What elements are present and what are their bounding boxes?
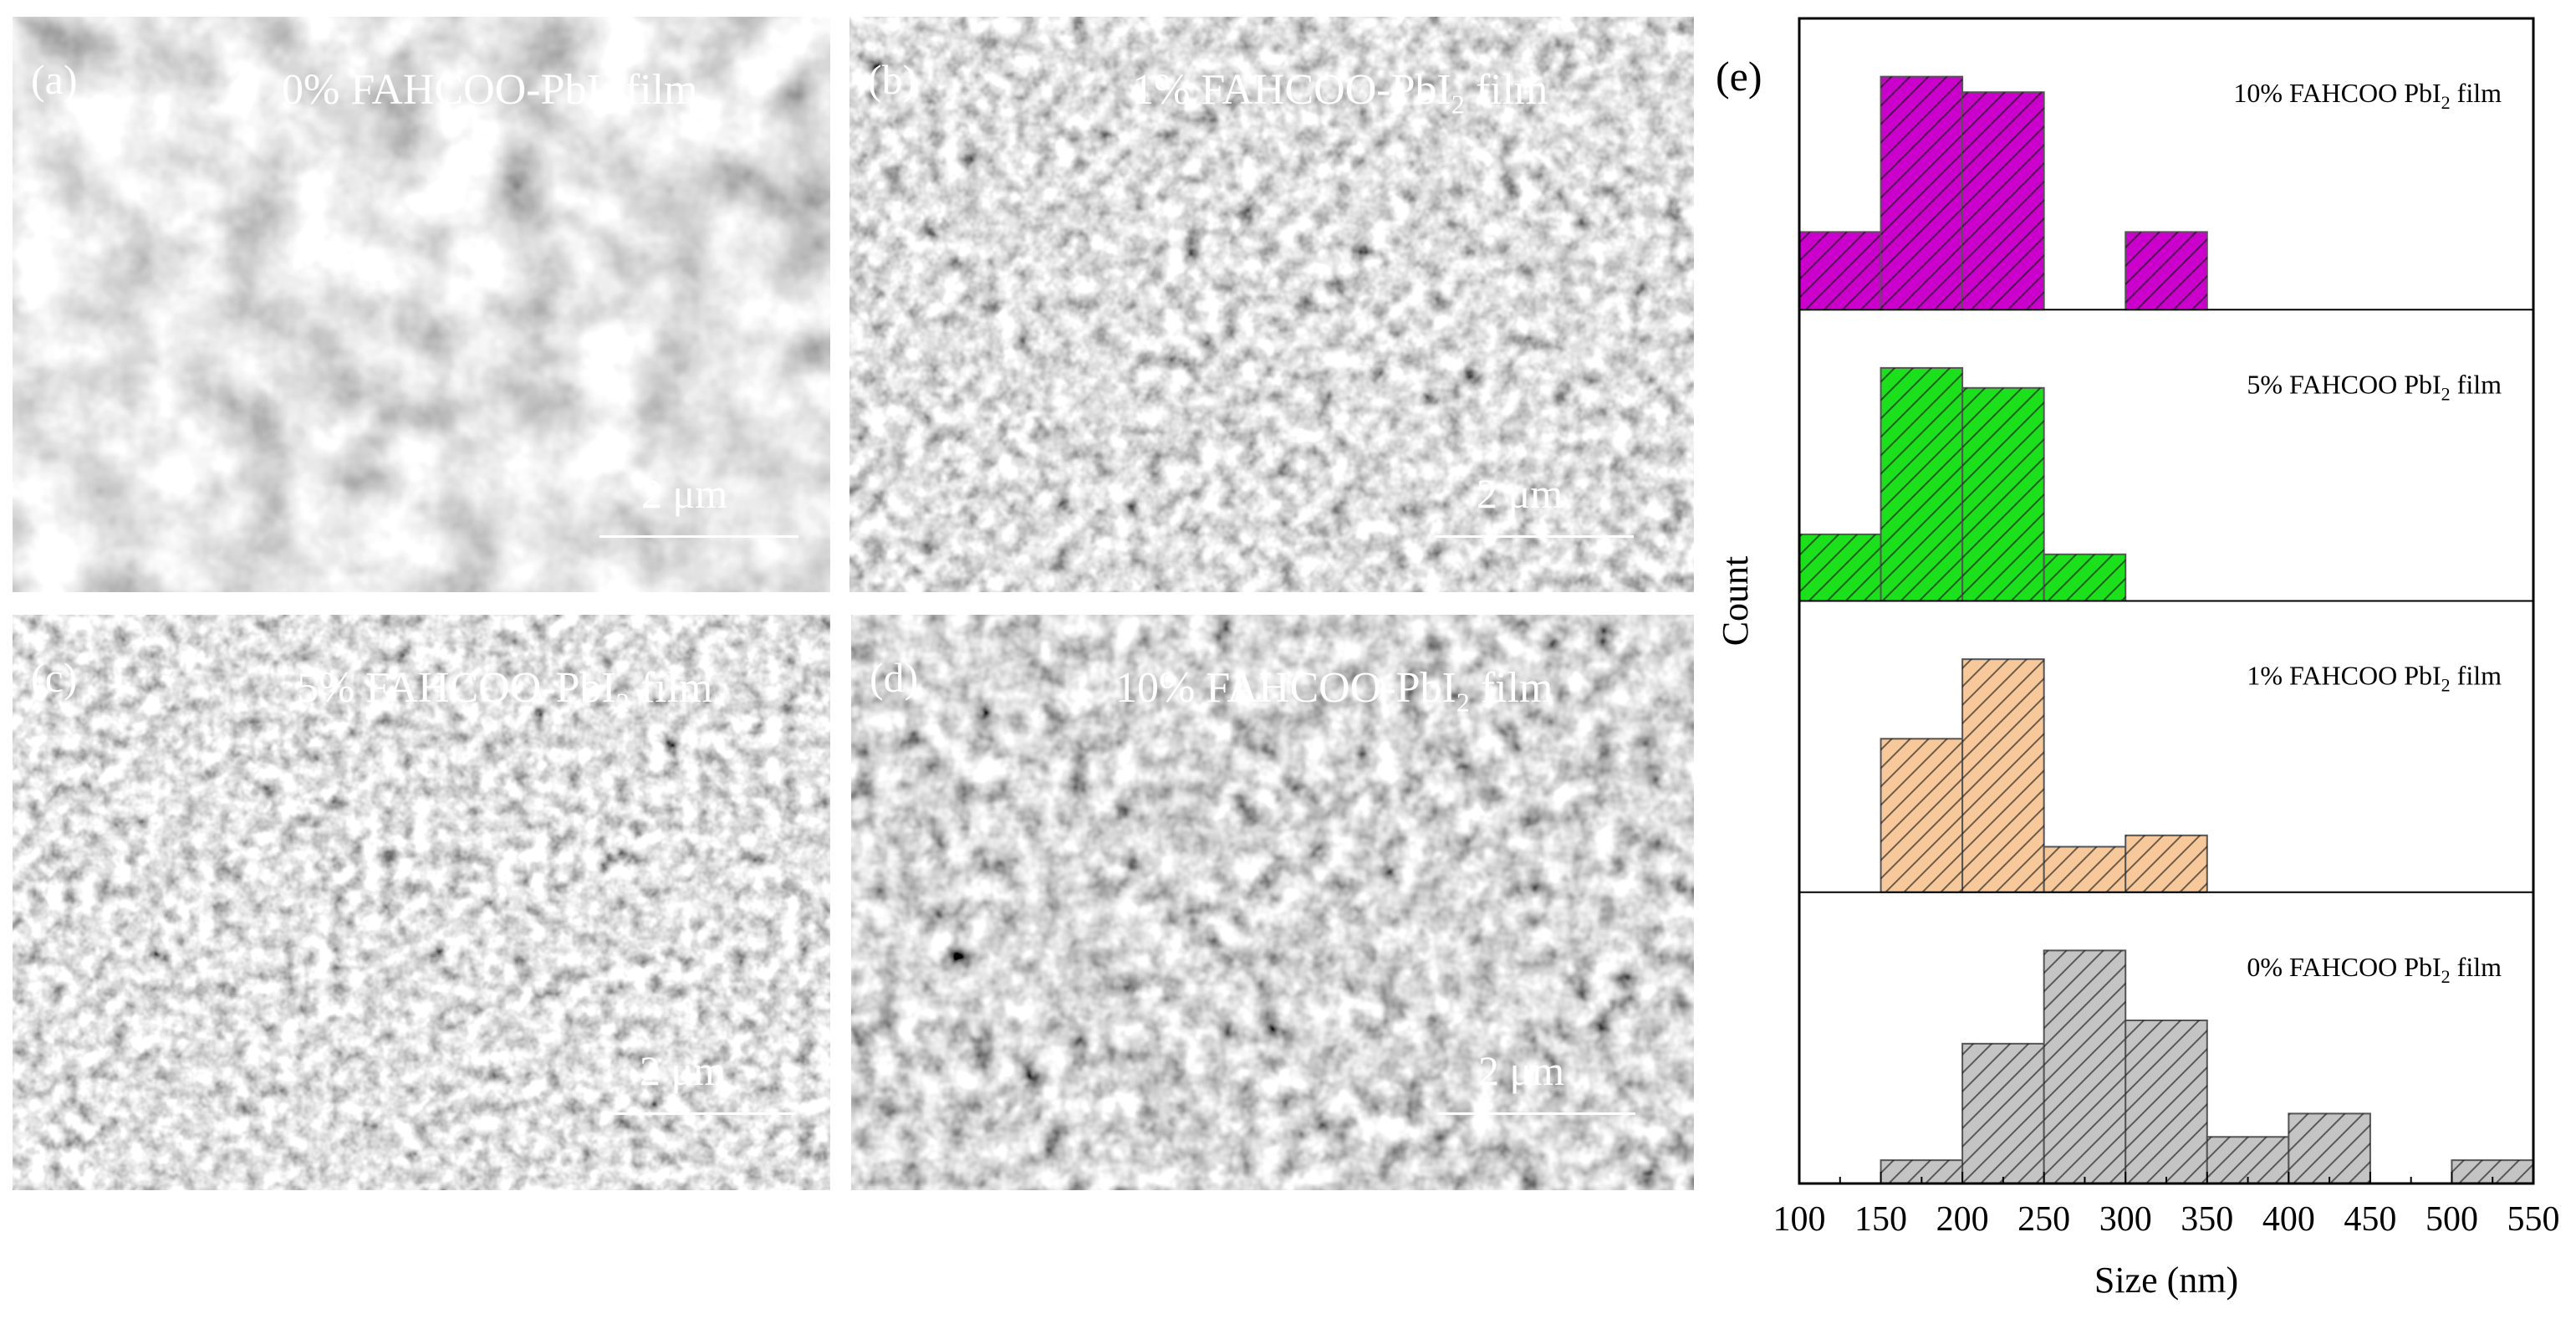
scale-bar-c <box>601 1112 795 1115</box>
histogram-bar-hatch <box>1880 76 1963 310</box>
panel-label-b-tail: film <box>1464 66 1548 114</box>
x-tick-label: 450 <box>2344 1200 2396 1239</box>
histogram-bar-hatch <box>2288 1113 2370 1184</box>
x-tick-label: 400 <box>2262 1200 2315 1239</box>
x-tick-label: 350 <box>2181 1200 2233 1239</box>
histogram-bar-hatch <box>1962 92 2044 310</box>
histogram-bar-hatch <box>2125 835 2207 892</box>
histogram-bar-hatch <box>2125 1020 2207 1184</box>
panel-letter-a: (a) <box>31 56 78 103</box>
histogram-bar-hatch <box>1962 387 2044 601</box>
sem-texture <box>13 615 830 1190</box>
panel-label-d-text: 10% FAHCOO-PbI <box>1115 664 1456 712</box>
scale-bar-b <box>1435 535 1634 538</box>
x-tick-label: 150 <box>1854 1200 1907 1239</box>
panel-letter-e: (e) <box>1716 53 1762 100</box>
panel-label-a-sub: 2 <box>600 89 615 120</box>
histogram-panel-0: 10% FAHCOO PbI2 film <box>1798 75 2533 311</box>
x-tick-label: 550 <box>2507 1200 2560 1239</box>
series-label: 1% FAHCOO PbI2 film <box>2247 661 2502 696</box>
histogram-bar-hatch <box>2206 1137 2289 1184</box>
histogram-bar-hatch <box>1880 367 1963 601</box>
histogram-bar-hatch <box>2125 232 2207 310</box>
panel-letter-b: (b) <box>868 56 917 103</box>
histogram-bar-hatch <box>1962 659 2044 892</box>
panel-label-b-text: 1% FAHCOO-PbI <box>1132 66 1451 114</box>
sem-image-c: (c) 5% FAHCOO-PbI2 film 2 μm <box>13 615 830 1190</box>
y-axis-label: Count <box>1715 556 1756 647</box>
sem-texture <box>851 615 1694 1190</box>
panel-label-c-tail: film <box>629 664 713 712</box>
x-tick-label: 100 <box>1773 1200 1826 1239</box>
histogram-bar-hatch <box>2043 554 2126 601</box>
scale-label-d: 2 μm <box>1478 1047 1565 1094</box>
x-axis-label: Size (nm) <box>2094 1260 2238 1301</box>
sem-image-a: (a) 0% FAHCOO-PbI2 film 2 μm <box>13 17 830 592</box>
histogram-panel-2: 1% FAHCOO PbI2 film <box>1799 658 2533 893</box>
panel-label-a: 0% FAHCOO-PbI2 film <box>282 66 698 120</box>
histogram-bar-hatch <box>2043 846 2126 892</box>
panel-label-b-sub: 2 <box>1451 89 1465 120</box>
x-tick-label: 200 <box>1936 1200 1989 1239</box>
scale-label-c: 2 μm <box>640 1047 727 1094</box>
series-label: 0% FAHCOO PbI2 film <box>2247 952 2502 987</box>
x-tick-label: 500 <box>2426 1200 2478 1239</box>
x-tick-label: 300 <box>2099 1200 2152 1239</box>
series-label: 5% FAHCOO PbI2 film <box>2247 369 2502 404</box>
histogram-bar-hatch <box>1799 232 1881 310</box>
series-label: 10% FAHCOO PbI2 film <box>2233 78 2502 113</box>
histogram-bar-hatch <box>1880 739 1963 892</box>
histogram-bar-hatch <box>1799 534 1881 601</box>
panel-label-d: 10% FAHCOO-PbI2 film <box>1115 664 1553 718</box>
panel-letter-c: (c) <box>31 654 78 701</box>
panel-label-d-sub: 2 <box>1456 687 1470 718</box>
scale-bar-a <box>599 535 798 538</box>
panel-label-c-text: 5% FAHCOO-PbI <box>297 664 616 712</box>
histogram-bar-hatch <box>2043 950 2126 1184</box>
panel-label-d-tail: film <box>1469 664 1553 712</box>
panel-label-a-tail: film <box>614 66 698 114</box>
sem-texture <box>849 17 1694 592</box>
scale-label-a: 2 μm <box>641 470 728 517</box>
panel-label-c: 5% FAHCOO-PbI2 film <box>297 664 713 718</box>
panel-letter-d: (d) <box>870 654 919 701</box>
scale-bar-d <box>1438 1112 1635 1115</box>
histogram-panel-3: 0% FAHCOO PbI2 film <box>1880 949 2534 1185</box>
sem-texture <box>13 17 830 592</box>
sem-image-b: (b) 1% FAHCOO-PbI2 film 2 μm <box>849 17 1694 592</box>
scale-label-b: 2 μm <box>1477 470 1563 517</box>
histogram-panel-1: 5% FAHCOO PbI2 film <box>1798 366 2533 602</box>
sem-image-d: (d) 10% FAHCOO-PbI2 film 2 μm <box>851 615 1694 1190</box>
panel-label-b: 1% FAHCOO-PbI2 film <box>1132 66 1548 120</box>
panel-label-c-sub: 2 <box>615 687 630 718</box>
histogram-bar-hatch <box>1962 1043 2044 1184</box>
x-tick-label: 250 <box>2017 1200 2070 1239</box>
panel-label-a-text: 0% FAHCOO-PbI <box>282 66 601 114</box>
